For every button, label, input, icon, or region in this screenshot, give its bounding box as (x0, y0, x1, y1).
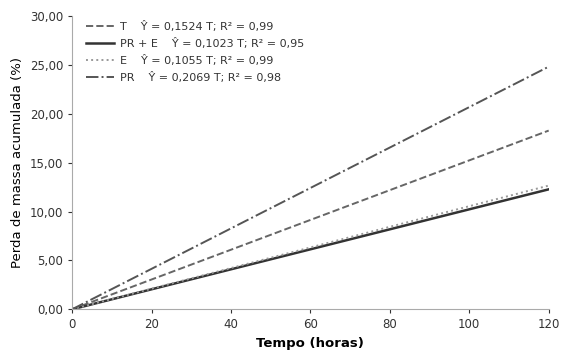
X-axis label: Tempo (horas): Tempo (horas) (256, 337, 364, 350)
Legend: T    Ŷ = 0,1524 T; R² = 0,99, PR + E    Ŷ = 0,1023 T; R² = 0,95, E    Ŷ = 0,1055: T Ŷ = 0,1524 T; R² = 0,99, PR + E Ŷ = 0,… (84, 18, 307, 85)
Y-axis label: Perda de massa acumulada (%): Perda de massa acumulada (%) (11, 57, 24, 268)
